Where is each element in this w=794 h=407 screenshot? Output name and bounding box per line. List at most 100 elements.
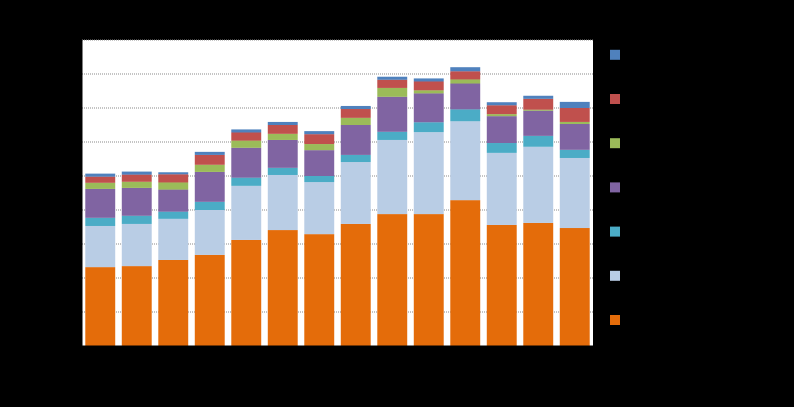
bar-segment [85,188,116,218]
bar-segment [158,211,189,219]
bar-segment [377,76,408,80]
bar-segment [486,152,517,225]
bar-segment [121,187,152,216]
bar-segment [413,78,444,82]
bar-segment [231,239,262,346]
bar-segment [523,222,554,346]
bar-segment [559,121,590,124]
bar-segment [413,93,444,123]
bar-segment [267,139,298,168]
bar-segment [304,131,335,135]
bar-segment [267,230,298,346]
bar-segment [340,125,371,155]
bar-segment [377,79,408,88]
bar-segment [304,176,335,183]
bar-segment [450,121,481,201]
bar-segment [121,174,152,182]
bar-segment [559,149,590,158]
bar-segment [158,182,189,190]
legend-swatch [610,182,620,193]
bar-segment [523,110,554,136]
bar-segment [194,254,225,346]
bar-segment [413,81,444,91]
bar-segment [194,164,225,172]
bar-segment [158,174,189,183]
bar-segment [85,217,116,226]
bar-segment [486,224,517,346]
bar-segment [523,146,554,223]
bar-segment [340,154,371,163]
bar-segment [194,210,225,255]
bar-segment [413,90,444,94]
bar-segment [450,67,481,72]
bar-segment [486,143,517,153]
bar-segment [377,214,408,346]
legend-swatch [610,270,620,281]
bar-segment [267,174,298,231]
bar-segment [267,121,298,125]
bar-segment [486,114,517,117]
bar-segment [267,125,298,134]
bar-segment [377,96,408,132]
bar-segment [194,154,225,165]
bar-segment [450,79,481,84]
bar-segment [267,133,298,140]
bar-segment [450,83,481,110]
bar-segment [450,200,481,346]
legend-swatch [610,49,620,60]
bar-segment [194,151,225,155]
bar-segment [121,171,152,175]
bar-segment [85,173,116,177]
bar-segment [304,134,335,145]
bar-segment [450,109,481,122]
bar-segment [231,132,262,141]
bar-segment [304,182,335,235]
bar-segment [304,144,335,151]
bar-segment [377,139,408,215]
bar-segment [559,108,590,122]
bar-segment [377,131,408,140]
bar-segment [231,140,262,148]
bar-segment [121,215,152,224]
bar-segment [231,185,262,240]
legend-swatch [610,226,620,237]
bar-segment [486,105,517,115]
bar-segment [450,71,481,80]
bar-segment [340,162,371,224]
bar-segment [231,147,262,178]
bar-segment [158,172,189,175]
bar-segment [85,267,116,346]
legend-swatch [610,315,620,325]
bar-segment [340,117,371,125]
bar-segment [413,132,444,215]
bar-segment [158,189,189,212]
bar-segment [340,223,371,346]
bar-segment [121,181,152,188]
legend-swatch [610,138,620,149]
bar-segment [523,95,554,99]
bar-segment [121,266,152,346]
bar-segment [231,177,262,186]
bar-segment [523,109,554,111]
bar-segment [85,182,116,189]
bar-segment [413,122,444,133]
bar-segment [231,129,262,133]
bar-segment [340,109,371,118]
bar-segment [158,218,189,260]
bar-segment [486,102,517,106]
bar-segment [85,225,116,268]
bar-segment [413,214,444,346]
bar-segment [559,101,590,108]
bar-segment [304,234,335,346]
bar-segment [559,157,590,229]
legend-swatch [610,94,620,104]
bar-segment [121,223,152,267]
bar-segment [559,228,590,346]
bar-segment [85,176,116,183]
bar-segment [158,259,189,346]
bar-segment [559,123,590,150]
bar-segment [377,87,408,97]
bar-segment [304,150,335,176]
